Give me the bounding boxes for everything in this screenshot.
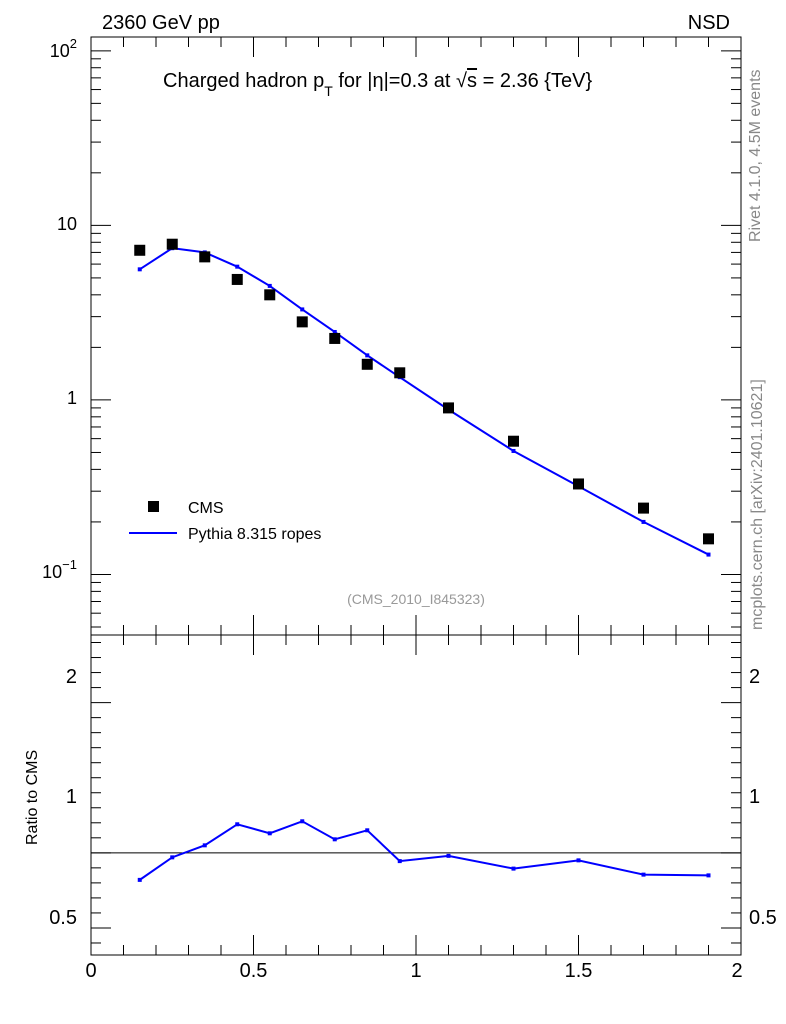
ratio-y-tick-2-right: 2 (749, 666, 760, 688)
y-tick-100-exp: 2 (70, 36, 77, 51)
pythia-point (365, 353, 370, 358)
cms-data-point (638, 502, 649, 514)
rivet-version-label: Rivet 4.1.0, 4.5M events (747, 69, 764, 242)
header-left: 2360 GeV pp (102, 12, 220, 34)
y-tick-label-10: 10 (57, 214, 77, 234)
ratio-y-tick-1-left: 1 (66, 786, 77, 808)
main-axis-ticks (90, 37, 742, 635)
y-tick-label-100: 102 (50, 36, 77, 61)
cms-data-point (166, 238, 178, 250)
ratio-point (332, 837, 337, 842)
title-subscript: T (324, 83, 333, 99)
ratio-plot-frame (90, 634, 742, 956)
ratio-y-tick-1-right: 1 (749, 786, 760, 808)
ratio-point (576, 858, 581, 863)
cms-data-point (329, 332, 341, 344)
x-tick-label-0: 0 (85, 960, 96, 982)
main-plot-frame (90, 36, 742, 636)
title-s: s (467, 70, 477, 92)
ratio-y-tick-0.5-left: 0.5 (49, 907, 77, 929)
ratio-point (511, 866, 516, 871)
chart-title: Charged hadron pT for |η|=0.3 at √s = 2.… (163, 70, 592, 99)
ratio-y-axis-label: Ratio to CMS (24, 750, 41, 845)
cms-data-point (508, 435, 519, 447)
y-tick-label-0.1: 10−1 (42, 557, 77, 582)
legend-cms-marker (148, 501, 159, 512)
pythia-point (300, 307, 305, 312)
analysis-id-label: (CMS_2010_I845323) (347, 591, 485, 607)
pythia-point (267, 283, 272, 288)
ratio-plot-series (91, 819, 741, 882)
mcplots-label: mcplots.cern.ch [arXiv:2401.10621] (749, 379, 766, 630)
legend-cms-label: CMS (188, 500, 224, 517)
pythia-point (332, 329, 337, 334)
ratio-point (235, 822, 240, 827)
ratio-y-tick-2-left: 2 (66, 666, 77, 688)
ratio-point (365, 828, 370, 833)
ratio-point (397, 859, 402, 864)
pythia-point (511, 448, 516, 453)
pythia-point (706, 552, 711, 557)
cms-data-point (394, 367, 406, 379)
main-plot-series (134, 238, 714, 557)
cms-data-point (296, 316, 308, 328)
ratio-point (137, 877, 142, 882)
title-sqrt-sign: √ (456, 70, 467, 92)
ratio-point (202, 843, 207, 848)
y-tick-label-1: 1 (67, 388, 77, 408)
ratio-point (706, 873, 711, 878)
cms-data-point (264, 289, 276, 301)
ratio-y-tick-0.5-right: 0.5 (749, 907, 777, 929)
ratio-point (267, 831, 272, 836)
y-tick-0.1-base: 10 (42, 562, 62, 582)
header-right: NSD (688, 12, 730, 34)
cms-data-point (573, 478, 584, 490)
ratio-axis-ticks (90, 635, 742, 955)
x-tick-label-1.5: 1.5 (565, 960, 593, 982)
cms-data-point (361, 358, 373, 370)
ratio-point (300, 819, 305, 824)
title-part-mid: for |η|=0.3 at (333, 70, 456, 92)
x-tick-label-0.5: 0.5 (240, 960, 268, 982)
title-part-pre: Charged hadron p (163, 70, 324, 92)
ratio-point (170, 855, 175, 860)
cms-data-point (231, 273, 243, 285)
y-tick-0.1-exp: −1 (62, 557, 77, 572)
x-tick-label-1: 1 (410, 960, 421, 982)
ratio-point (446, 853, 451, 858)
y-tick-100-base: 10 (50, 41, 70, 61)
ratio-curve (139, 820, 709, 881)
cms-data-point (703, 533, 714, 545)
cms-data-point (134, 244, 146, 256)
x-tick-label-2: 2 (731, 960, 742, 982)
pythia-point (235, 264, 240, 269)
legend-pythia-label: Pythia 8.315 ropes (188, 526, 321, 543)
pythia-point (641, 519, 646, 524)
cms-data-point (199, 251, 211, 263)
pythia-curve (139, 247, 709, 556)
ratio-point (641, 872, 646, 877)
pythia-point (137, 267, 142, 272)
title-part-post: = 2.36 {TeV} (477, 70, 592, 92)
cms-data-point (443, 402, 454, 414)
legend: CMS Pythia 8.315 ropes (129, 500, 321, 543)
